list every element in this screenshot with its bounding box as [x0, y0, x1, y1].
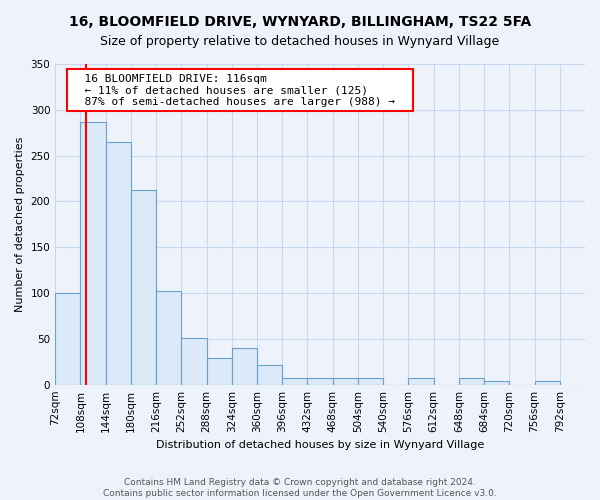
Bar [257, 364, 282, 384]
Bar [232, 348, 257, 385]
Bar [80, 122, 106, 384]
Bar [55, 293, 80, 384]
Text: 16, BLOOMFIELD DRIVE, WYNYARD, BILLINGHAM, TS22 5FA: 16, BLOOMFIELD DRIVE, WYNYARD, BILLINGHA… [69, 15, 531, 29]
Bar [156, 291, 181, 384]
Bar [358, 378, 383, 384]
X-axis label: Distribution of detached houses by size in Wynyard Village: Distribution of detached houses by size … [156, 440, 484, 450]
Bar [332, 378, 358, 384]
Text: Size of property relative to detached houses in Wynyard Village: Size of property relative to detached ho… [100, 35, 500, 48]
Bar [459, 378, 484, 384]
Bar [181, 338, 206, 384]
Bar [206, 358, 232, 384]
Bar [106, 142, 131, 384]
Text: 16 BLOOMFIELD DRIVE: 116sqm  
  ← 11% of detached houses are smaller (125)  
  8: 16 BLOOMFIELD DRIVE: 116sqm ← 11% of det… [71, 74, 409, 107]
Text: Contains HM Land Registry data © Crown copyright and database right 2024.
Contai: Contains HM Land Registry data © Crown c… [103, 478, 497, 498]
Bar [535, 381, 560, 384]
Bar [409, 378, 434, 384]
Bar [484, 381, 509, 384]
Y-axis label: Number of detached properties: Number of detached properties [15, 136, 25, 312]
Bar [307, 378, 332, 384]
Bar [282, 378, 307, 384]
Bar [131, 190, 156, 384]
